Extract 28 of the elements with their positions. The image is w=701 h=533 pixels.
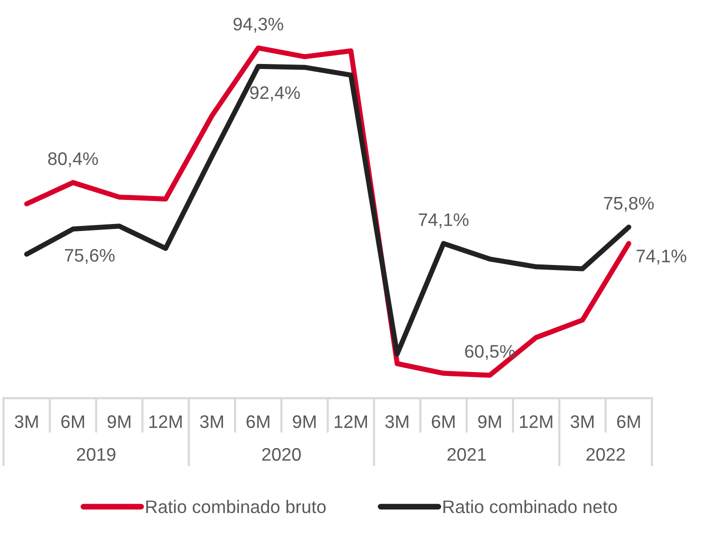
x-tick-label: 12M (149, 415, 182, 428)
x-tick-label: 12M (520, 415, 552, 428)
x-tick-label: 3M (14, 415, 38, 428)
text: 2020 (262, 448, 301, 461)
x-tick-label: 9M (292, 415, 316, 428)
x-tick-label: 3M (570, 415, 594, 428)
legend-label: Ratio combinado neto (443, 500, 617, 514)
text: 2019 (76, 448, 116, 461)
data-label: 75,6% (64, 248, 115, 264)
data-label: 94,3% (233, 18, 284, 33)
text: 2021 (447, 448, 486, 461)
x-tick-label: 6M (617, 415, 640, 428)
x-tick-label: 6M (432, 415, 455, 428)
x-tick-label: 9M (478, 415, 501, 428)
data-label: 75,8% (604, 196, 654, 212)
x-tick-label: 3M (200, 415, 223, 428)
legend-label: Ratio combinado bruto (146, 500, 326, 514)
x-tick-label: 9M (108, 415, 130, 428)
data-label: 92,4% (250, 86, 300, 102)
text: 2022 (586, 448, 625, 461)
data-label: 60,5% (465, 345, 515, 360)
data-label: 74,1% (418, 213, 468, 228)
x-tick-label: 6M (61, 415, 84, 428)
x-tick-label: 6M (246, 415, 270, 428)
x-tick-label: 12M (334, 415, 367, 428)
x-tick-label: 3M (385, 415, 408, 428)
data-label: 80,4% (48, 152, 98, 168)
data-label: 74,1% (636, 250, 686, 265)
